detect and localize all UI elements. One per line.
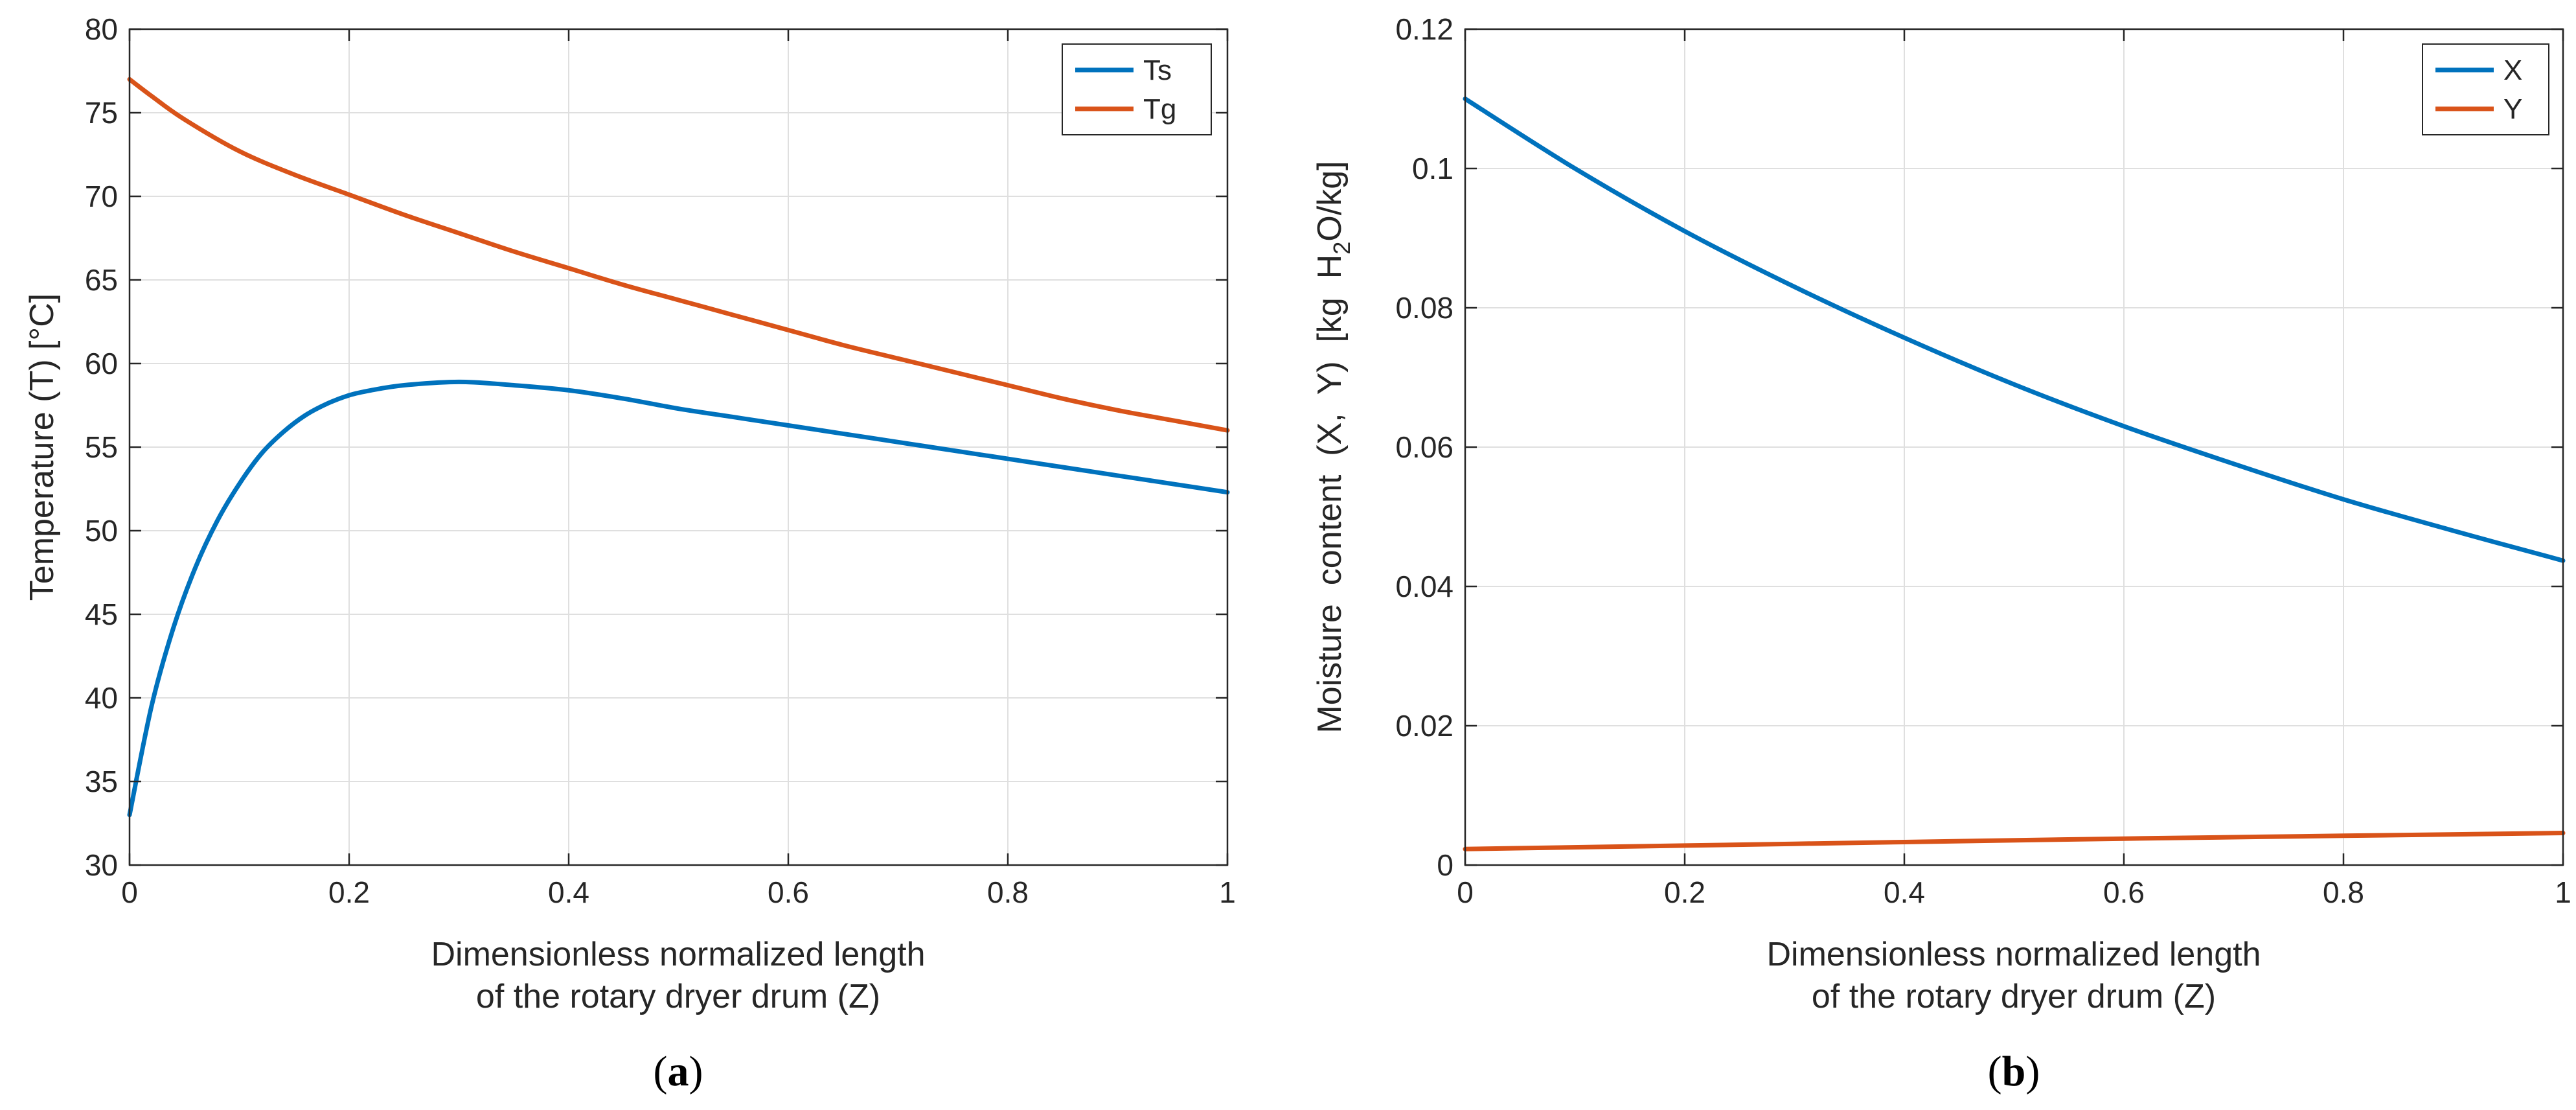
x-axis-label-line-2: of the rotary dryer drum (Z) [1812,978,2216,1015]
grid-lines [129,29,1228,866]
y-tick-label: 30 [85,848,118,882]
series-line-ts [127,379,1230,818]
moisture-chart: 0 0.2 0.4 0.6 0.8 1 00.020.040.060.080.10.12 … [1311,12,2571,1095]
tick-marks [128,28,1229,866]
y-tick-label: 0 [1437,848,1453,882]
legend-label-y: Y [2503,93,2522,125]
x-tick-label: 1 [2555,875,2571,909]
y-tick-label: 0.08 [1395,291,1453,325]
x-axis-label-line-1: Dimensionless normalized length [431,936,925,973]
series-line-y [1463,831,2566,851]
x-tick-label: 0.6 [768,875,809,909]
x-tick-label: 0.4 [548,875,589,909]
y-tick-label: 70 [85,179,118,213]
y-tick-label: 80 [85,12,118,46]
y-tick-label: 0.06 [1395,430,1453,464]
y-tick-label: 40 [85,681,118,715]
x-tick-label: 0 [121,875,138,909]
y-tick-labels: 30 35 40 45 50 55 60 65 70 75 80 [85,12,118,882]
x-tick-label: 0.2 [328,875,370,909]
y-tick-labels: 0 0.02 0.04 0.06 0.08 0.1 0.12 [1395,12,1453,882]
y-tick-label: 65 [85,263,118,297]
legend-label-x: X [2503,54,2522,86]
y-tick-label: 0.02 [1395,709,1453,743]
series-lines [1463,97,2566,851]
y-tick-label: 75 [85,96,118,130]
y-tick-label: 55 [85,430,118,464]
panel-label-b: (b) [1988,1048,2040,1095]
legend: X Y [2422,43,2549,135]
y-axis-label: Temperature (T) [°C] [23,294,61,601]
temperature-chart: 0 0.2 0.4 0.6 0.8 1 30 35 40 45 50 55 60 65 70 75 80 Di… [23,12,1236,1095]
x-axis-label-line-2: of the rotary dryer drum (Z) [476,978,880,1015]
y-tick-label: 45 [85,597,118,631]
y-tick-label: 50 [85,514,118,548]
legend-label-tg: Tg [1143,93,1176,125]
legend-box [2422,43,2549,135]
y-axis-label: Moisture content (X, Y) [kg H2O/kg] [1311,161,1355,733]
tick-marks [1464,28,2564,866]
x-tick-label: 0.8 [2323,875,2364,909]
y-tick-label: 0.04 [1395,570,1453,603]
x-axis-label-line-1: Dimensionless normalized length [1766,936,2261,973]
y-tick-label: 0.1 [1412,152,1453,185]
x-tick-label: 1 [1219,875,1236,909]
x-tick-label: 0 [1457,875,1474,909]
legend-label-ts: Ts [1143,54,1172,86]
x-tick-label: 0.6 [2103,875,2145,909]
x-tick-labels: 0 0.2 0.4 0.6 0.8 1 [121,875,1236,909]
panel-label-a: (a) [654,1048,703,1095]
legend: Ts Tg [1062,43,1212,135]
x-tick-labels: 0 0.2 0.4 0.6 0.8 1 [1457,875,2571,909]
y-tick-label: 35 [85,765,118,798]
series-line-x [1463,97,2566,563]
series-line-tg [127,76,1230,433]
x-tick-label: 0.8 [987,875,1029,909]
y-tick-label: 60 [85,347,118,380]
x-tick-label: 0.2 [1664,875,1705,909]
y-tick-label: 0.12 [1395,12,1453,46]
series-lines [127,76,1230,818]
x-tick-label: 0.4 [1884,875,1925,909]
legend-box [1062,43,1212,135]
